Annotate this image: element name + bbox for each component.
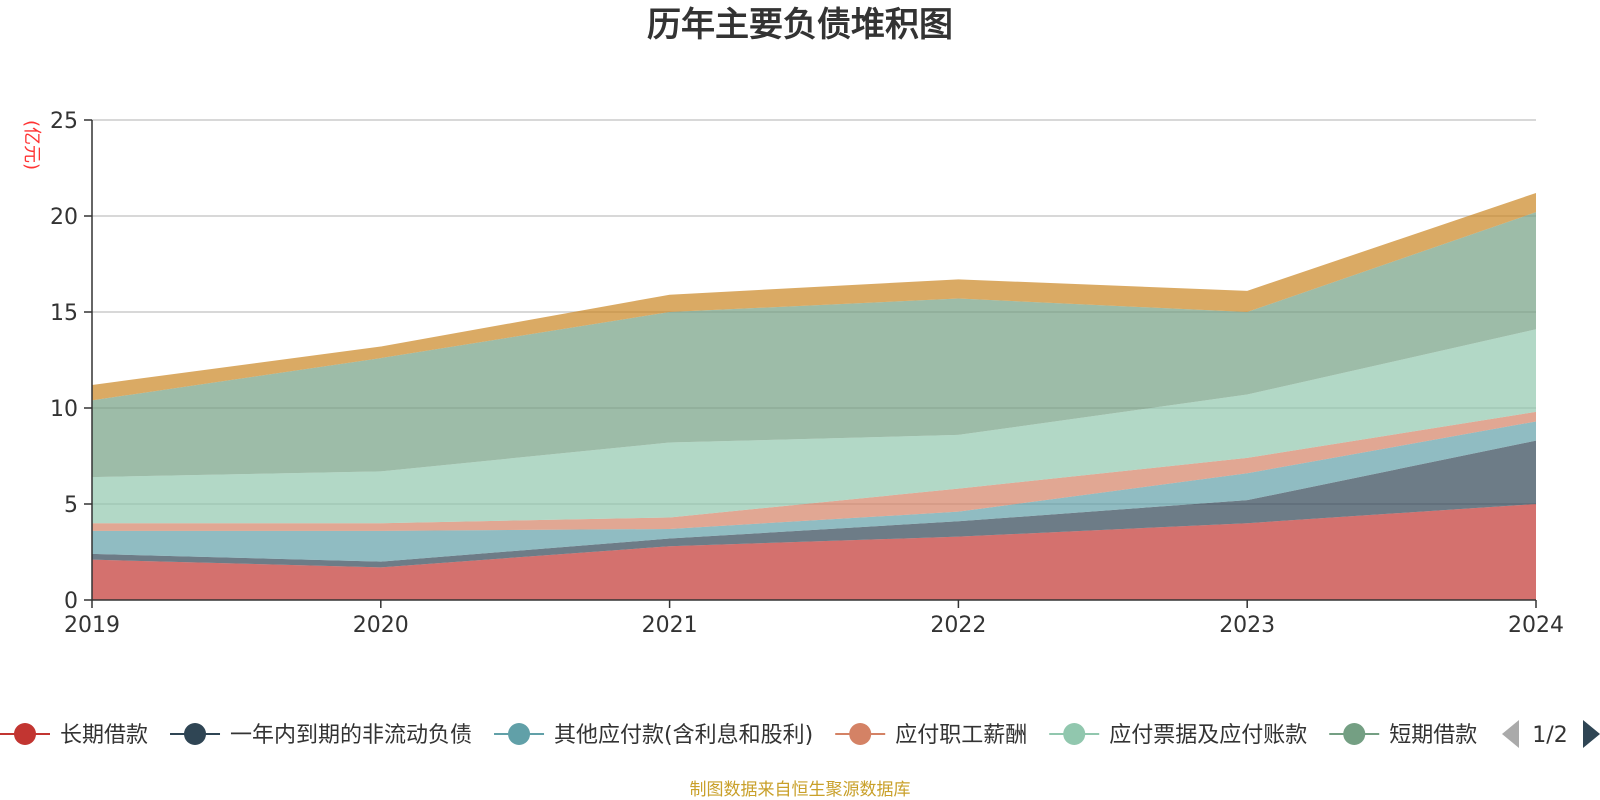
x-tick-label: 2024: [1508, 613, 1564, 638]
area-series-4[interactable]: [92, 329, 1536, 524]
legend[interactable]: 长期借款 一年内到期的非流动负债 其他应付款(含利息和股利) 应付职工薪酬 应付票据及应…: [0, 723, 1477, 748]
area-series-group: [92, 192, 1536, 600]
legend-label: 一年内到期的非流动负债: [230, 723, 472, 748]
legend-label: 应付职工薪酬: [895, 723, 1027, 748]
legend-marker-icon: [184, 723, 207, 745]
y-tick-label: 15: [50, 301, 78, 326]
axes: [91, 120, 1536, 601]
x-tick-label: 2020: [353, 613, 409, 638]
y-tick-label: 20: [50, 205, 78, 230]
legend-marker-icon: [1063, 723, 1086, 745]
legend-marker-icon: [849, 723, 872, 745]
legend-item[interactable]: 一年内到期的非流动负债: [170, 723, 472, 748]
x-tick-label: 2021: [642, 613, 698, 638]
legend-item[interactable]: 其他应付款(含利息和股利): [494, 723, 813, 748]
legend-pager[interactable]: 1/2: [1502, 720, 1600, 748]
y-tick-label: 25: [50, 109, 78, 134]
x-tick-label: 2019: [64, 613, 120, 638]
legend-marker-icon: [1343, 723, 1366, 745]
area-series-6[interactable]: [92, 192, 1536, 401]
area-series-3[interactable]: [92, 411, 1536, 531]
legend-label: 短期借款: [1389, 723, 1477, 748]
area-series-5[interactable]: [92, 212, 1536, 478]
area-series-0[interactable]: [92, 504, 1536, 600]
data-source-note: 制图数据来自恒生聚源数据库: [690, 780, 911, 800]
legend-next-page-icon[interactable]: [1583, 720, 1600, 748]
legend-marker-icon: [508, 723, 531, 745]
x-tick-label: 2023: [1219, 613, 1275, 638]
x-axis-ticks: 2019 2020 2021 2022 2023 2024: [64, 600, 1564, 638]
legend-item[interactable]: 应付票据及应付账款: [1049, 723, 1307, 748]
y-tick-label: 5: [64, 493, 78, 518]
legend-prev-page-icon[interactable]: [1502, 720, 1519, 748]
y-axis-ticks: 0 5 10 15 20 25: [50, 109, 92, 614]
area-series-1[interactable]: [92, 440, 1536, 568]
legend-page-indicator: 1/2: [1532, 723, 1567, 748]
chart-title: 历年主要负债堆积图: [647, 5, 953, 45]
legend-item[interactable]: 长期借款: [0, 723, 148, 748]
y-tick-label: 10: [50, 397, 78, 422]
y-axis-unit-label: (亿元): [21, 120, 42, 170]
legend-label: 长期借款: [60, 723, 148, 748]
legend-label: 应付票据及应付账款: [1109, 723, 1307, 748]
y-tick-label: 0: [64, 589, 78, 614]
area-series-2[interactable]: [92, 421, 1536, 562]
legend-label: 其他应付款(含利息和股利): [554, 723, 813, 748]
legend-item[interactable]: 应付职工薪酬: [835, 723, 1027, 748]
x-tick-label: 2022: [930, 613, 986, 638]
legend-marker-icon: [14, 723, 36, 745]
legend-item[interactable]: 短期借款: [1329, 723, 1477, 748]
